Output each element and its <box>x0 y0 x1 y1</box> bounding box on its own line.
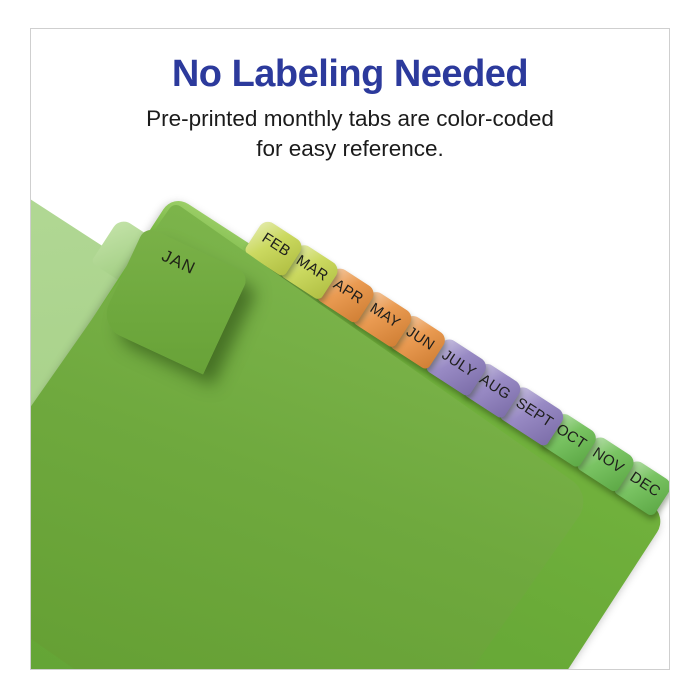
headline: No Labeling Needed <box>171 53 529 95</box>
product-image-card: No Labeling Needed Pre-printed monthly t… <box>30 28 670 670</box>
tab-jan-label: JAN <box>158 246 199 279</box>
dividers-illustration: FEB MAR APR MAY JUN JULY AUG SEPT OCT NO… <box>31 29 669 669</box>
subtitle-line-1: Pre-printed monthly tabs are color-coded <box>146 106 554 131</box>
subtitle-line-2: for easy reference. <box>256 135 444 161</box>
subtitle: Pre-printed monthly tabs are color-coded… <box>31 104 669 163</box>
